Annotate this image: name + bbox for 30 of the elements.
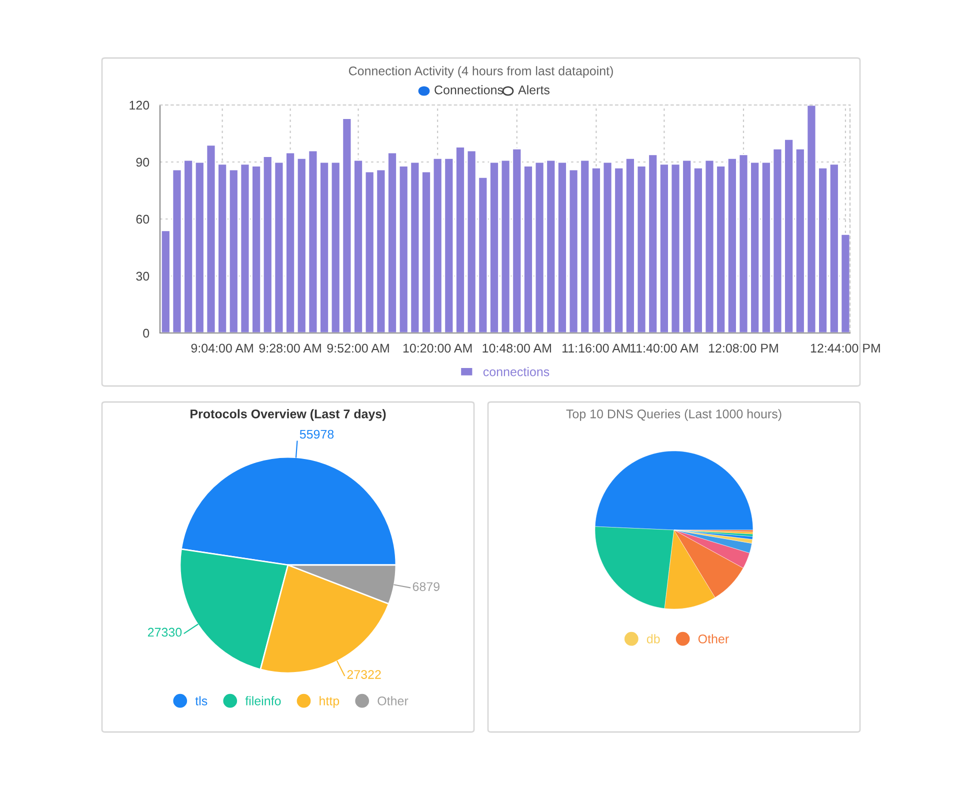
x-tick-label: 12:08:00 PM (709, 344, 778, 353)
data-label: 27330 (148, 628, 182, 637)
text: Alerts (518, 85, 550, 94)
y-tick-label: 120 (130, 100, 150, 110)
data-label: 6879 (412, 582, 440, 592)
y-tick-label: 30 (136, 272, 150, 281)
legend-label: Other (378, 696, 408, 706)
legend-label: db (646, 634, 660, 644)
x-tick-label: 11:40:00 AM (630, 344, 698, 353)
legend-label: Other (698, 634, 729, 644)
legend-label: http (320, 696, 340, 708)
legend-label: fileinfo (245, 696, 281, 706)
text: Connections (434, 85, 504, 94)
legend-label: tls (195, 696, 208, 706)
data-label: 55978 (300, 430, 334, 439)
x-tick-label: 10:20:00 AM (403, 344, 472, 353)
x-tick-label: 9:04:00 AM (191, 344, 253, 353)
y-tick-label: 0 (143, 328, 150, 338)
x-tick-label: 10:48:00 AM (482, 344, 551, 353)
legend-label: connections (483, 367, 550, 376)
data-label: 27322 (347, 670, 381, 679)
y-tick-label: 60 (136, 214, 150, 224)
x-tick-label: 11:16:00 AM (562, 344, 630, 353)
x-tick-label: 9:52:00 AM (327, 344, 389, 353)
x-tick-label: 9:28:00 AM (259, 344, 321, 353)
chart-title: Top 10 DNS Queries (Last 1000 hours) (566, 409, 782, 421)
x-tick-label: 12:44:00 PM (810, 344, 880, 353)
y-tick-label: 90 (136, 158, 150, 167)
chart-title: Protocols Overview (Last 7 days) (190, 409, 386, 421)
chart-title: Connection Activity (4 hours from last datapoint) (348, 66, 613, 78)
